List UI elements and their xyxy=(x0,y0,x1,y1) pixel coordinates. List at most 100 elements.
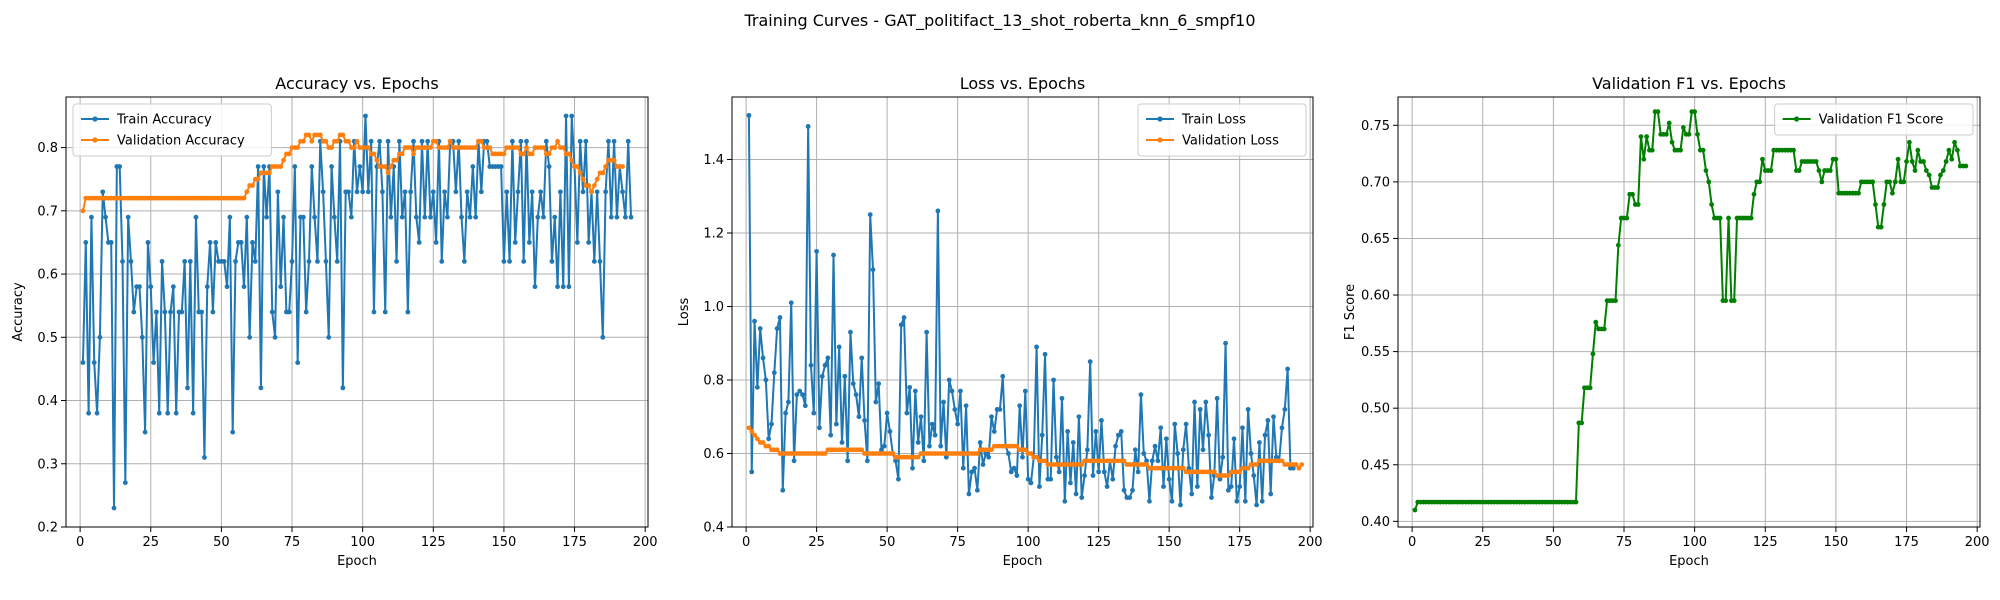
train-accuracy-point xyxy=(210,309,216,315)
accuracy-x-tick-label: 25 xyxy=(142,535,159,550)
accuracy-x-tick-label: 100 xyxy=(350,535,375,550)
loss-legend-box xyxy=(1137,103,1307,157)
f1-x-tick-label: 75 xyxy=(1616,535,1633,550)
train-accuracy-point xyxy=(603,189,609,195)
accuracy-y-tick-label: 0.4 xyxy=(37,394,58,409)
validation-f1-score-point xyxy=(1946,147,1952,153)
validation-accuracy-point xyxy=(346,138,351,144)
validation-accuracy-point xyxy=(552,145,558,150)
train-accuracy-point xyxy=(521,259,527,264)
train-accuracy-point xyxy=(173,410,179,416)
validation-loss-point xyxy=(1079,462,1085,467)
validation-accuracy-point xyxy=(524,145,529,150)
train-loss-point xyxy=(924,329,930,335)
train-accuracy-point xyxy=(371,309,377,315)
train-accuracy-point xyxy=(170,284,176,290)
train-accuracy-point xyxy=(560,284,566,290)
train-accuracy-point xyxy=(628,214,634,220)
train-loss-point xyxy=(1237,484,1243,489)
accuracy-x-tick-label: 50 xyxy=(213,535,230,550)
validation-loss-point xyxy=(822,451,828,456)
train-accuracy-point xyxy=(145,240,151,245)
train-loss-point xyxy=(828,432,834,438)
train-accuracy-point xyxy=(193,214,199,220)
validation-accuracy-point xyxy=(487,145,493,150)
train-loss-point xyxy=(1000,373,1006,379)
f1-x-tick-label: 25 xyxy=(1474,535,1491,550)
train-loss-point xyxy=(1068,480,1073,486)
train-loss-point xyxy=(1011,465,1017,471)
train-loss-point xyxy=(1279,425,1285,431)
accuracy-axes-frame xyxy=(65,96,649,528)
train-accuracy-point xyxy=(230,429,236,435)
validation-loss-point xyxy=(974,451,980,456)
train-accuracy-point xyxy=(199,309,205,315)
validation-f1-score-point xyxy=(1791,147,1796,153)
validation-loss-point xyxy=(1028,451,1034,456)
train-loss-point xyxy=(746,112,752,118)
validation-f1-score-point xyxy=(1901,179,1907,185)
train-loss-point xyxy=(760,355,766,361)
figure-title: Training Curves - GAT_politifact_13_shot… xyxy=(743,11,1255,31)
train-loss-point xyxy=(969,469,975,475)
train-accuracy-point xyxy=(504,189,510,195)
train-loss-point xyxy=(1059,395,1065,401)
train-accuracy-point xyxy=(151,360,156,365)
validation-accuracy-point xyxy=(241,195,247,201)
validation-f1-score-point xyxy=(1644,134,1650,140)
validation-accuracy-point xyxy=(323,138,329,144)
train-accuracy-point xyxy=(408,189,414,195)
train-loss-point xyxy=(983,451,989,456)
validation-accuracy-point xyxy=(600,170,606,176)
validation-loss-point xyxy=(760,440,766,445)
train-accuracy-point xyxy=(91,360,97,365)
train-loss-point xyxy=(1257,440,1262,445)
train-loss-point xyxy=(1096,469,1102,475)
train-accuracy-point xyxy=(413,214,419,220)
train-accuracy-point xyxy=(422,214,428,220)
train-loss-point xyxy=(794,392,800,398)
validation-loss-point xyxy=(1014,443,1020,449)
train-loss-point xyxy=(1130,487,1135,493)
accuracy-x-tick-label: 175 xyxy=(562,535,587,550)
train-loss-point xyxy=(1149,458,1155,464)
train-loss-point xyxy=(831,252,836,258)
validation-f1-score-point xyxy=(1723,298,1729,304)
train-accuracy-point xyxy=(541,214,546,220)
validation-f1-score-point xyxy=(1952,139,1957,145)
train-loss-point xyxy=(1135,469,1141,475)
validation-loss-point xyxy=(1180,465,1186,471)
train-accuracy-point xyxy=(315,259,320,264)
train-loss-point xyxy=(887,429,893,434)
train-loss-point xyxy=(986,454,992,460)
train-accuracy-point xyxy=(439,259,445,264)
train-loss-point xyxy=(808,362,814,368)
validation-loss-legend-label: Validation Loss xyxy=(1182,134,1279,149)
train-loss-point xyxy=(912,388,918,394)
validation-f1-score-point xyxy=(1731,298,1737,304)
validation-loss-point xyxy=(859,447,865,453)
validation-loss-point xyxy=(890,451,896,456)
validation-accuracy-point xyxy=(300,138,306,144)
train-loss-point xyxy=(1073,491,1079,497)
train-loss-point xyxy=(1290,465,1296,471)
train-accuracy-point xyxy=(380,189,385,195)
train-loss-point xyxy=(786,399,791,405)
train-accuracy-point xyxy=(552,214,558,220)
train-loss-point xyxy=(960,465,966,471)
loss-y-axis-label: Loss xyxy=(677,298,692,327)
train-accuracy-point xyxy=(529,189,535,195)
train-loss-point xyxy=(819,373,825,379)
train-accuracy-point xyxy=(275,189,281,195)
validation-f1-score-point xyxy=(1601,326,1607,332)
train-loss-point xyxy=(1251,473,1257,478)
train-loss-point xyxy=(898,322,904,328)
train-loss-point xyxy=(977,440,983,445)
train-loss-point xyxy=(836,344,842,350)
f1-chart-title: Validation F1 vs. Epochs xyxy=(1592,74,1786,93)
accuracy-y-tick-label: 0.2 xyxy=(37,521,58,536)
train-accuracy-point xyxy=(498,164,504,169)
train-accuracy-point xyxy=(202,455,207,460)
validation-accuracy-point xyxy=(611,157,617,163)
train-accuracy-point xyxy=(597,259,603,264)
